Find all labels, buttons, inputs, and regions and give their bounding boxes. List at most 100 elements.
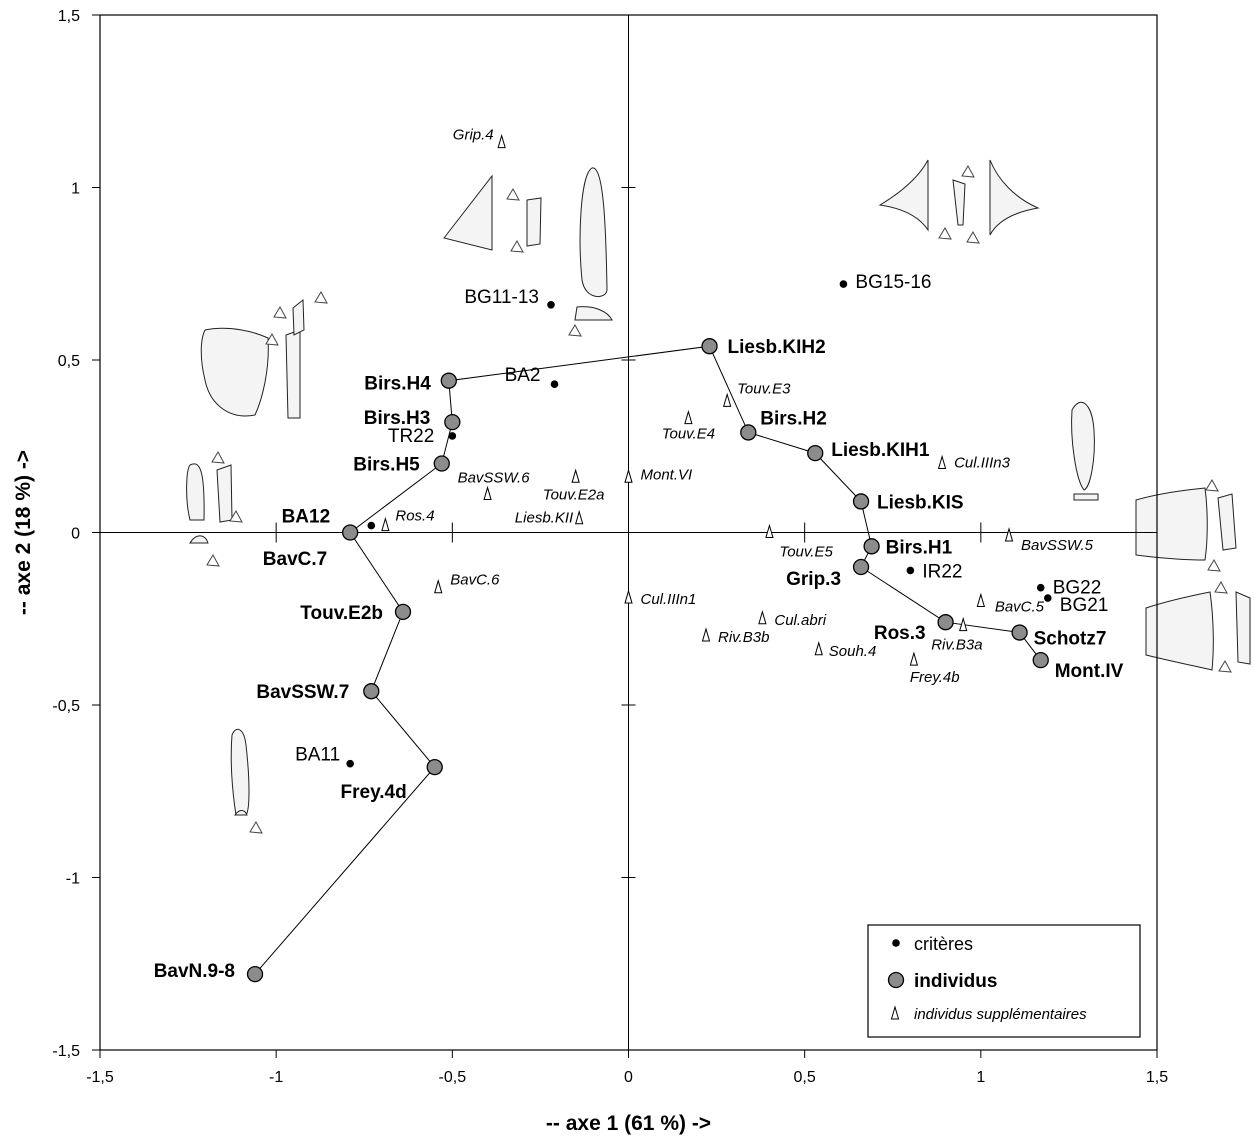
supplementary-label: Ros.4: [395, 508, 434, 525]
supplementary-marker: [765, 523, 774, 538]
supplementary-label: Touv.E4: [662, 426, 715, 443]
critere-label: TR22: [388, 426, 434, 447]
flint-marker-6: [211, 450, 225, 464]
x-tick-label: 1: [976, 1069, 985, 1086]
individu-label: Birs.H4: [364, 374, 431, 395]
flint-shape-20: [234, 810, 248, 816]
flint-shape-1: [526, 197, 542, 247]
flint-shape-0: [443, 174, 493, 251]
individu-label: Birs.H5: [353, 455, 420, 476]
legend-box: [867, 924, 1141, 1038]
extra-label: BavC.7: [263, 549, 327, 570]
supplementary-marker: [701, 627, 711, 642]
critere-marker: [1043, 594, 1052, 602]
individu-marker: [852, 493, 870, 510]
legend-supplementary-marker: [890, 1005, 900, 1020]
individu-marker: [852, 558, 870, 576]
individu-marker: [1011, 624, 1028, 641]
supplementary-marker: [1004, 527, 1014, 542]
supplementary-marker: [758, 609, 767, 625]
flint-marker-14: [1214, 580, 1228, 594]
supplementary-label: BavC.6: [450, 572, 500, 589]
supplementary-marker: [483, 485, 492, 501]
x-tick-label: -1: [269, 1069, 283, 1086]
flint-marker-2: [568, 323, 582, 337]
individu-marker: [440, 372, 457, 389]
individu-label: BA12: [282, 507, 331, 528]
flint-shape-8: [285, 329, 301, 419]
individu-marker: [937, 614, 954, 631]
critere-marker: [448, 432, 457, 440]
legend: critères individus individus supplémentair…: [867, 924, 1141, 1038]
flint-marker-7: [229, 509, 243, 523]
y-axis-title: -- axe 2 (18 %) ->: [12, 450, 35, 615]
individu-label: Birs.H3: [364, 408, 431, 429]
supplementary-label: Touv.E2a: [543, 486, 605, 503]
supplementary-marker: [976, 592, 985, 607]
individu-label: BavN.9-8: [154, 961, 235, 982]
flint-shape-2: [579, 167, 608, 298]
flint-marker-15: [1218, 659, 1232, 673]
supplementary-label: Liesb.KII: [515, 510, 573, 527]
individu-label: Schotz7: [1034, 629, 1107, 650]
flint-marker-10: [938, 226, 952, 240]
flint-shape-19: [230, 728, 250, 816]
flint-marker-11: [966, 230, 980, 244]
flint-shape-14: [1073, 493, 1099, 501]
supplementary-label: Cul.abri: [774, 612, 826, 629]
flint-shape-5: [952, 179, 966, 226]
critere-marker: [1036, 583, 1045, 592]
flint-marker-16: [249, 820, 263, 834]
individu-marker: [433, 455, 450, 472]
individu-label: Mont.IV: [1055, 661, 1124, 682]
flint-shape-12: [189, 535, 209, 544]
x-tick-label: 1,5: [1146, 1069, 1168, 1086]
tool-shape-illustrations: [186, 159, 1251, 834]
legend-individu-label: individus: [914, 971, 997, 992]
flint-marker-9: [961, 164, 975, 178]
supplementary-marker: [937, 454, 947, 469]
individu-marker: [426, 758, 443, 776]
supplementary-label: Grip.4: [453, 127, 494, 144]
critere-marker: [906, 566, 915, 575]
supplementary-label: Cul.IIIn3: [954, 455, 1011, 472]
individu-marker: [1032, 652, 1049, 669]
y-tick-label: -0,5: [52, 698, 80, 715]
flint-shape-10: [186, 463, 205, 521]
x-axis-title: -- axe 1 (61 %) ->: [546, 1112, 711, 1135]
individu-label: Ros.3: [874, 623, 926, 644]
flint-marker-12: [1205, 478, 1219, 492]
critere-label: BG11-13: [464, 287, 539, 308]
individu-label: Liesb.KIH2: [728, 337, 826, 358]
supplementary-label: Mont.VI: [641, 466, 693, 483]
individu-marker: [394, 603, 412, 620]
y-tick-label: 1,5: [58, 8, 80, 25]
flint-shape-3: [574, 306, 613, 321]
individu-marker: [863, 538, 880, 555]
data-marks: Grip.4 Touv.E3 Touv.E4 BavSSW.6 Touv.E2a Mont…: [154, 127, 1124, 983]
individu-label: Grip.3: [786, 569, 841, 590]
x-tick-label: 0: [624, 1069, 633, 1086]
flint-shape-6: [989, 159, 1040, 236]
legend-supplementary-label: individus supplémentaires: [914, 1006, 1087, 1023]
critere-label: BG21: [1060, 595, 1109, 616]
critere-label: BA11: [295, 745, 340, 766]
flint-marker-13: [1207, 558, 1221, 572]
legend-individu-marker: [887, 971, 905, 989]
individu-label: Liesb.KIH1: [831, 440, 930, 461]
individu-marker: [740, 424, 757, 441]
supplementary-marker: [575, 509, 584, 525]
flint-shape-15: [1135, 487, 1208, 561]
flint-shape-7: [200, 327, 269, 417]
critere-marker: [550, 380, 559, 388]
supplementary-marker: [624, 468, 633, 483]
x-tick-label: 0,5: [794, 1069, 816, 1086]
supplementary-label: Cul.IIIn1: [641, 591, 697, 608]
supplementary-marker: [684, 409, 693, 425]
critere-marker: [839, 280, 848, 288]
flint-marker-0: [506, 187, 520, 201]
x-tick-label: -1,5: [86, 1069, 114, 1086]
supplementary-label: Riv.B3b: [718, 629, 769, 646]
supplementary-marker: [434, 578, 443, 594]
individu-marker: [246, 965, 264, 983]
